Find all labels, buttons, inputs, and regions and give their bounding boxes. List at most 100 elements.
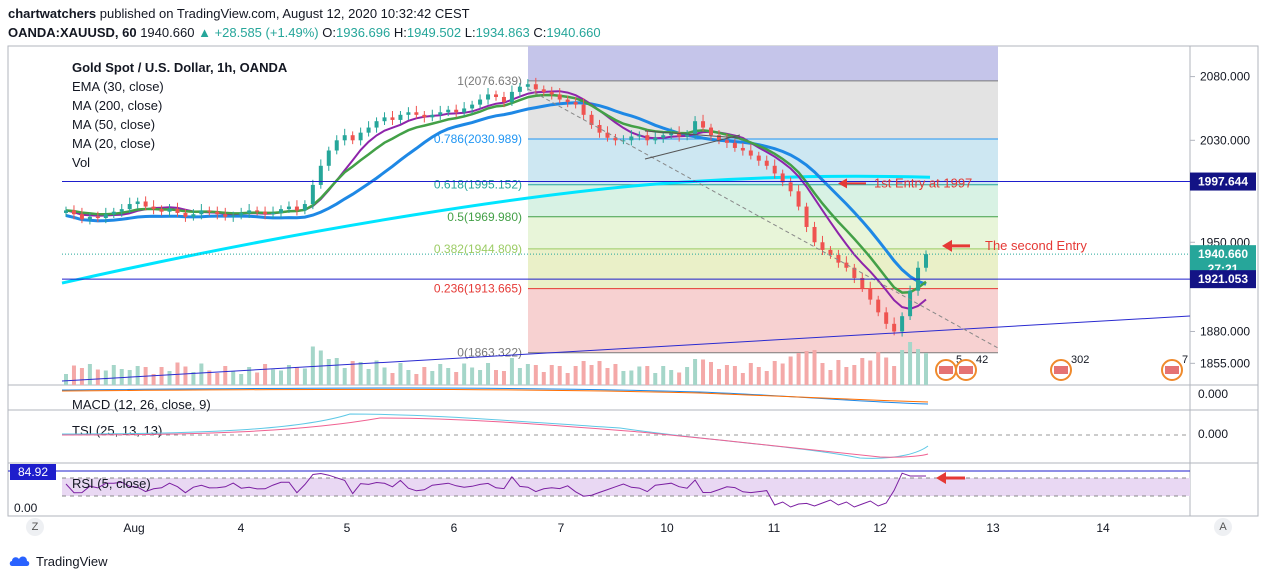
volume-bar: [294, 367, 299, 385]
horizontal-lines[interactable]: [62, 181, 1190, 280]
volume-bar: [780, 363, 785, 385]
price-label-badge: [1190, 172, 1256, 191]
volume-bar: [860, 358, 865, 385]
candle: [342, 135, 347, 141]
candle: [334, 140, 339, 151]
fib-trendline[interactable]: [527, 88, 999, 349]
macd-signal-line: [61, 388, 929, 403]
candle: [509, 91, 514, 103]
candle: [780, 173, 785, 183]
candle: [501, 96, 506, 103]
candle: [79, 214, 84, 220]
fib-zone: [528, 288, 998, 353]
candle: [756, 155, 761, 161]
entry1-arrowhead-icon: [838, 178, 847, 189]
volume-bar: [199, 363, 204, 385]
volume-bar: [724, 365, 729, 385]
volume-bar: [677, 372, 682, 385]
candle: [629, 136, 634, 141]
volume-bar: [629, 370, 634, 385]
time-axis-label: 10: [660, 521, 674, 535]
triangle-upper-line[interactable]: [644, 134, 741, 160]
candle: [685, 133, 690, 137]
candle: [613, 137, 618, 141]
fibonacci-retracement[interactable]: 1(2076.639) 0.786(2030.989) 0.618(1995.152…: [434, 46, 998, 360]
candle: [247, 210, 252, 213]
time-axis-label: 6: [451, 521, 458, 535]
publish-info: chartwatchers published on TradingView.c…: [8, 6, 470, 21]
candle: [215, 211, 220, 215]
price-change: +28.585 (+1.49%): [214, 25, 319, 40]
candle: [581, 104, 586, 115]
volume-bar: [271, 369, 276, 385]
volume-bar: [852, 365, 857, 385]
tradingview-logo[interactable]: TradingView: [8, 552, 108, 570]
ascending-trendline[interactable]: [61, 315, 1191, 382]
annotations[interactable]: 1st Entry at 1997 The second Entry: [838, 175, 1087, 253]
time-axis-label: 13: [986, 521, 1000, 535]
candle: [135, 201, 140, 205]
volume-bar: [438, 364, 443, 385]
event-badge-count: 5: [956, 354, 962, 366]
volume-bar: [549, 365, 554, 385]
volume-bar: [263, 364, 268, 385]
low-value: 1934.863: [475, 25, 530, 40]
volume-bar: [111, 365, 116, 385]
volume-bar: [87, 364, 92, 385]
candle: [565, 99, 570, 103]
ma200-line: [61, 174, 931, 285]
volume-bar: [462, 363, 467, 385]
tsi-label: TSI (25, 13, 13): [72, 423, 162, 438]
volume-bar: [414, 374, 419, 385]
macd-axis-value: 0.000: [1198, 387, 1228, 401]
candle: [525, 84, 530, 87]
candle: [71, 210, 76, 215]
event-badges[interactable]: 5 42 302 7: [935, 354, 1188, 381]
candle: [621, 140, 626, 142]
zoom-button[interactable]: Z: [26, 518, 44, 536]
rsi-arrow-icon: [936, 472, 965, 484]
fib-zone: [528, 80, 998, 140]
last-price: 1940.660: [140, 25, 195, 40]
candle: [374, 121, 379, 128]
candle: [255, 210, 260, 212]
candle: [279, 209, 283, 213]
candle: [271, 212, 276, 215]
volume-bar: [533, 365, 538, 385]
macd-label: MACD (12, 26, close, 9): [72, 397, 211, 412]
chart-legend[interactable]: Gold Spot / U.S. Dollar, 1h, OANDA EMA (…: [72, 60, 288, 170]
close-label: C:: [533, 25, 547, 40]
time-axis-label: 14: [1096, 521, 1110, 535]
volume-bar: [589, 365, 594, 385]
fib-level-label: 1(2076.639): [457, 74, 522, 88]
candle: [462, 108, 467, 113]
candle: [732, 142, 737, 148]
candle: [860, 277, 865, 289]
open-value: 1936.696: [336, 25, 391, 40]
volume-bar: [167, 371, 172, 385]
candle: [892, 323, 897, 332]
candle: [318, 165, 323, 185]
triangle-lower-line[interactable]: [644, 130, 741, 139]
candle: [183, 212, 188, 217]
volume-bar: [645, 366, 650, 385]
auto-scale-button[interactable]: A: [1214, 518, 1232, 536]
volume-bar: [103, 370, 108, 385]
volume-bar: [605, 368, 610, 385]
time-axis[interactable]: Aug 4 5 6 7 10 11 12 13 14: [123, 521, 1110, 535]
volume-bar: [478, 370, 483, 385]
candle: [87, 216, 92, 220]
published-text: published on TradingView.com, August 12,…: [96, 6, 470, 21]
volume-bar: [382, 367, 387, 385]
volume-bar: [828, 370, 833, 385]
price-label-text: 1997.644: [1198, 175, 1248, 189]
candle: [701, 121, 706, 128]
candle: [239, 212, 244, 216]
candle: [804, 206, 809, 227]
legend-ma20: MA (20, close): [72, 136, 155, 151]
candle: [223, 214, 228, 217]
volume-bar: [191, 372, 196, 385]
candle: [414, 112, 419, 115]
